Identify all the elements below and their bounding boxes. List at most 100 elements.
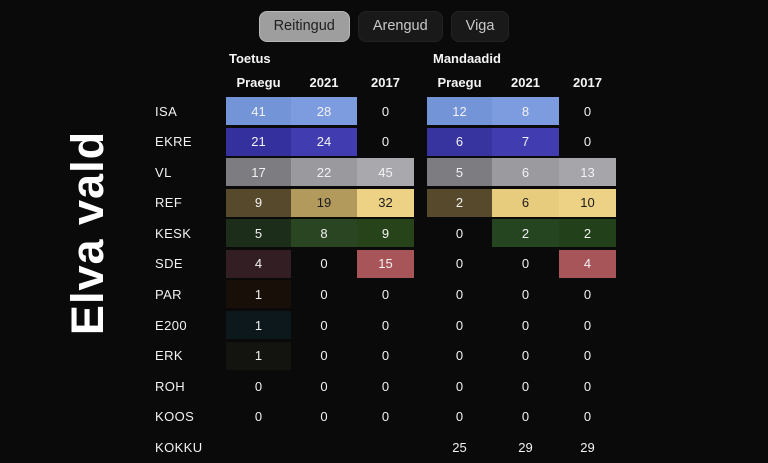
value-cell: 9 xyxy=(226,188,291,217)
cell-value: 17 xyxy=(226,158,291,187)
cell-value: 0 xyxy=(583,348,592,364)
cell-value: 29 xyxy=(518,439,533,455)
cell-value: 5 xyxy=(226,219,291,248)
value-cell xyxy=(226,433,291,461)
row-label: KOKKU xyxy=(155,439,203,455)
table-row: PAR 1 0 0 0 0 0 xyxy=(155,279,616,310)
cell-value: 5 xyxy=(427,158,492,187)
cell-value: 0 xyxy=(320,378,328,394)
value-cell: 12 xyxy=(427,97,492,125)
cell-value: 12 xyxy=(427,97,492,125)
table-row: KOKKU 25 29 29 xyxy=(155,432,616,463)
value-cell: 15 xyxy=(357,249,414,278)
cell-value: 0 xyxy=(583,409,592,425)
value-cell: 0 xyxy=(492,372,559,400)
cell-value: 0 xyxy=(455,378,464,394)
value-cell: 29 xyxy=(492,433,559,461)
cell-value: 32 xyxy=(357,188,414,217)
cell-value: 0 xyxy=(381,378,390,394)
cell-value: 28 xyxy=(291,97,357,125)
value-cell: 29 xyxy=(559,433,616,461)
value-cell: 0 xyxy=(492,311,559,339)
table-row: ISA 41 28 0 12 8 0 xyxy=(155,96,616,127)
value-cell: 0 xyxy=(226,372,291,400)
value-cell: 6 xyxy=(492,158,559,187)
cell-value: 0 xyxy=(381,348,390,364)
cell-value xyxy=(291,433,357,461)
row-label: VL xyxy=(155,164,172,180)
cell-value: 0 xyxy=(320,286,328,302)
table-row: KOOS 0 0 0 0 0 0 xyxy=(155,402,616,433)
value-cell: 0 xyxy=(357,128,414,156)
value-cell: 0 xyxy=(357,280,414,308)
cell-value: 0 xyxy=(381,286,390,302)
value-cell: 10 xyxy=(559,188,616,217)
value-cell: 0 xyxy=(492,280,559,308)
value-cell: 9 xyxy=(357,219,414,248)
value-cell: 4 xyxy=(226,249,291,278)
value-cell: 0 xyxy=(559,311,616,339)
value-cell: 0 xyxy=(427,311,492,339)
value-cell: 5 xyxy=(427,158,492,187)
table-row: ERK 1 0 0 0 0 0 xyxy=(155,341,616,372)
column-header-row: Praegu 2021 2017 Praegu 2021 2017 xyxy=(155,69,616,96)
cell-value: 0 xyxy=(455,348,464,364)
cell-value: 0 xyxy=(583,134,592,150)
tab-viga[interactable]: Viga xyxy=(450,11,510,42)
tab-bar: Reitingud Arengud Viga xyxy=(0,11,768,42)
value-cell: 28 xyxy=(291,97,357,125)
cell-value: 0 xyxy=(521,317,530,333)
tab-reitingud[interactable]: Reitingud xyxy=(258,11,350,42)
tab-arengud[interactable]: Arengud xyxy=(357,11,443,42)
cell-value: 6 xyxy=(492,158,559,187)
cell-value: 22 xyxy=(291,158,357,187)
row-label: E200 xyxy=(155,317,187,333)
cell-value: 8 xyxy=(291,219,357,248)
cell-value: 0 xyxy=(521,409,530,425)
cell-value: 7 xyxy=(492,127,559,156)
cell-value: 0 xyxy=(320,317,328,333)
table-row: EKRE 21 24 0 6 7 0 xyxy=(155,127,616,158)
column-header-toetus-2017: 2017 xyxy=(371,75,400,90)
value-cell: 0 xyxy=(291,280,357,308)
section-header-row: Toetus Mandaadid xyxy=(155,47,616,69)
column-header-mandaadid-2021: 2021 xyxy=(511,75,540,90)
value-cell: 0 xyxy=(559,372,616,400)
page-title: Elva vald xyxy=(62,130,113,336)
cell-value: 0 xyxy=(521,286,530,302)
cell-value: 10 xyxy=(559,188,616,217)
value-cell: 7 xyxy=(492,127,559,156)
value-cell: 8 xyxy=(492,97,559,125)
value-cell: 2 xyxy=(559,219,616,248)
value-cell: 0 xyxy=(291,250,357,278)
cell-value: 0 xyxy=(254,409,263,425)
cell-value: 0 xyxy=(455,286,464,302)
value-cell: 0 xyxy=(559,403,616,431)
cell-value: 9 xyxy=(226,188,291,217)
cell-value: 8 xyxy=(492,97,559,125)
row-label: PAR xyxy=(155,286,182,302)
section-header-mandaadid: Mandaadid xyxy=(433,50,501,66)
value-cell: 0 xyxy=(427,372,492,400)
row-label: KOOS xyxy=(155,409,195,425)
value-cell: 0 xyxy=(357,403,414,431)
value-cell: 13 xyxy=(559,158,616,187)
cell-value: 0 xyxy=(381,317,390,333)
cell-value: 29 xyxy=(580,439,595,455)
value-cell: 0 xyxy=(559,342,616,370)
value-cell: 25 xyxy=(427,433,492,461)
cell-value: 0 xyxy=(254,378,263,394)
column-header-toetus-2021: 2021 xyxy=(309,75,339,90)
cell-value: 2 xyxy=(427,188,492,217)
value-cell: 0 xyxy=(427,219,492,247)
value-cell: 22 xyxy=(291,158,357,187)
value-cell: 0 xyxy=(427,342,492,370)
section-header-toetus: Toetus xyxy=(229,50,271,66)
row-label: SDE xyxy=(155,256,183,272)
cell-value: 6 xyxy=(492,188,559,217)
table-rows: ISA 41 28 0 12 8 0 EKRE 21 24 0 6 7 0 VL 17 22 45 5 6 13 REF 9… xyxy=(155,96,616,463)
value-cell: 0 xyxy=(492,250,559,278)
value-cell: 6 xyxy=(492,188,559,217)
cell-value: 0 xyxy=(583,317,592,333)
table-row: VL 17 22 45 5 6 13 xyxy=(155,157,616,188)
